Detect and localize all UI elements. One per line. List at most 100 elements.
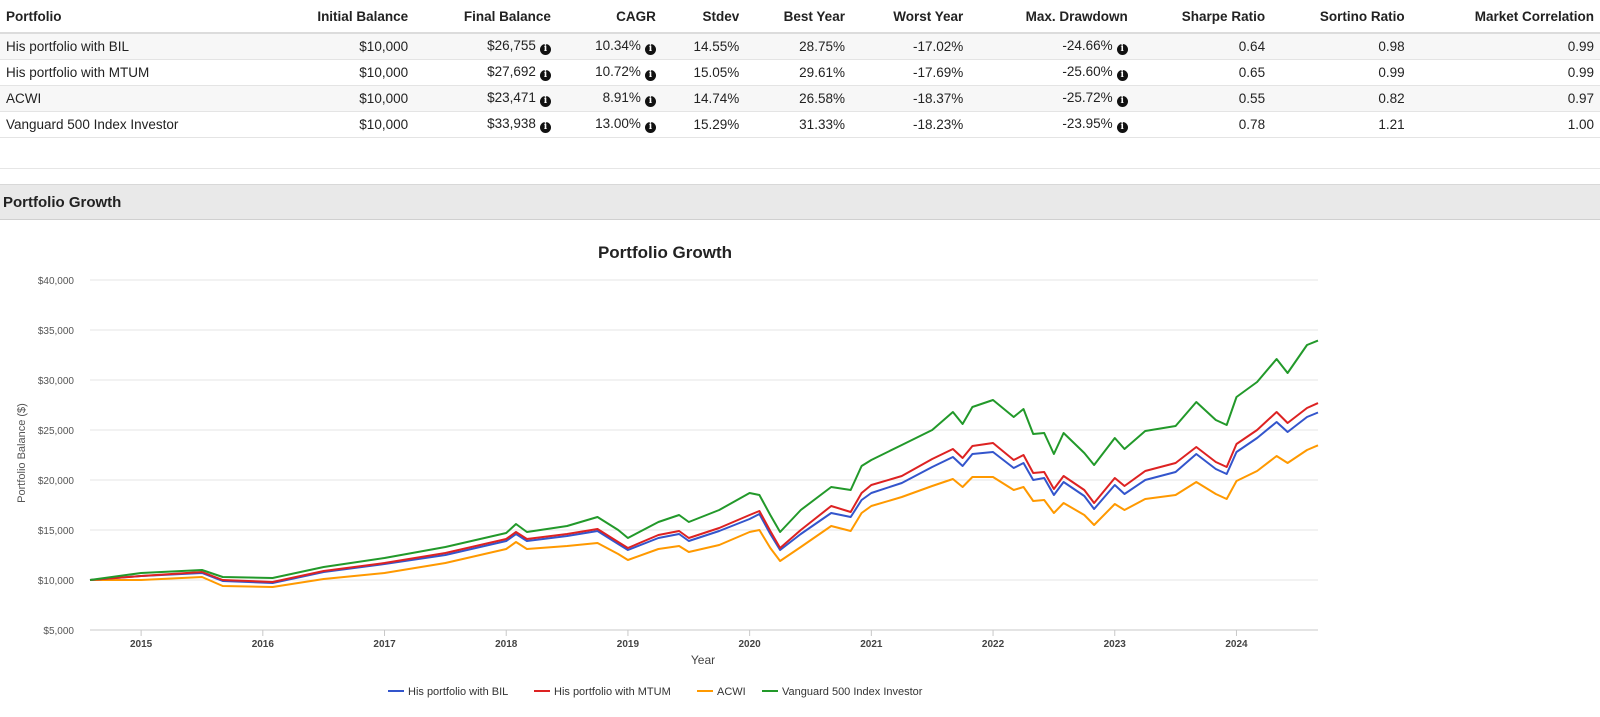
col-header-initial-balance[interactable]: Initial Balance: [265, 0, 415, 34]
info-icon[interactable]: i: [539, 96, 551, 107]
chart-title: Portfolio Growth: [598, 243, 732, 262]
divider: [0, 168, 1600, 169]
cell-stdev: 15.29%: [661, 111, 746, 138]
col-header-final-balance[interactable]: Final Balance: [414, 0, 557, 34]
cell-sortino-ratio: 1.21: [1271, 111, 1411, 138]
cell-cagr: 10.34% i: [556, 33, 662, 60]
col-header-cagr[interactable]: CAGR: [556, 0, 662, 34]
cell-stdev: 14.74%: [661, 85, 746, 112]
cell-sortino-ratio: 0.98: [1271, 33, 1411, 60]
x-tick-label: 2020: [739, 639, 762, 650]
cell-final-balance: $23,471 i: [414, 85, 557, 112]
cell-best-year: 26.58%: [745, 85, 851, 112]
x-tick-label: 2018: [495, 639, 518, 650]
final-balance-value: $26,755: [487, 38, 536, 53]
cell-max-drawdown: -24.66% i: [969, 33, 1134, 60]
cell-worst-year: -18.23%: [850, 111, 970, 138]
y-tick-label: $10,000: [38, 576, 75, 587]
legend-item[interactable]: ACWI: [717, 686, 746, 698]
series-line[interactable]: [89, 339, 1319, 581]
cagr-value: 10.34%: [595, 38, 641, 53]
x-tick-label: 2023: [1104, 639, 1127, 650]
chart-series: [89, 339, 1319, 588]
x-tick-label: 2019: [617, 639, 640, 650]
info-icon[interactable]: i: [539, 44, 551, 55]
col-header-worst-year[interactable]: Worst Year: [850, 0, 970, 34]
y-tick-label: $30,000: [38, 376, 75, 387]
cell-worst-year: -17.02%: [850, 33, 970, 60]
series-line[interactable]: [90, 444, 1319, 588]
cell-best-year: 31.33%: [745, 111, 851, 138]
col-header-portfolio[interactable]: Portfolio: [0, 0, 266, 34]
x-axis-label: Year: [691, 653, 715, 667]
y-tick-label: $15,000: [38, 526, 75, 537]
chart-grid: [90, 279, 1318, 631]
cell-market-correlation: 0.99: [1410, 59, 1600, 86]
x-tick-label: 2021: [860, 639, 883, 650]
cell-sharpe-ratio: 0.64: [1133, 33, 1272, 60]
col-header-stdev[interactable]: Stdev: [661, 0, 746, 34]
cell-max-drawdown: -23.95% i: [969, 111, 1134, 138]
y-tick-label: $20,000: [38, 476, 75, 487]
cell-initial-balance: $10,000: [265, 85, 415, 112]
cagr-value: 10.72%: [595, 64, 641, 79]
cell-sortino-ratio: 0.82: [1271, 85, 1411, 112]
y-axis-label: Portfolio Balance ($): [16, 403, 28, 503]
info-icon[interactable]: i: [539, 122, 551, 133]
x-tick-label: 2016: [252, 639, 275, 650]
cell-cagr: 13.00% i: [556, 111, 662, 138]
legend-item[interactable]: His portfolio with BIL: [408, 686, 508, 698]
cell-final-balance: $26,755 i: [414, 33, 557, 60]
section-title: Portfolio Growth: [3, 194, 122, 211]
y-tick-label: $25,000: [38, 426, 75, 437]
x-tick-label: 2022: [982, 639, 1005, 650]
cell-final-balance: $33,938 i: [414, 111, 557, 138]
table-row: His portfolio with MTUM $10,000 $27,692 i…: [0, 59, 1600, 86]
col-header-market-correlation[interactable]: Market Correlation: [1410, 0, 1600, 34]
cell-portfolio: His portfolio with MTUM: [0, 59, 266, 86]
series-line[interactable]: [89, 402, 1319, 583]
max-drawdown-value: -24.66%: [1062, 38, 1113, 53]
info-icon[interactable]: i: [1116, 122, 1128, 133]
y-axis-ticks: $5,000 $10,000 $15,000 $20,000 $25,000 $30,00…: [38, 276, 75, 637]
cell-sharpe-ratio: 0.55: [1133, 85, 1272, 112]
cell-sharpe-ratio: 0.78: [1133, 111, 1272, 138]
cell-portfolio: ACWI: [0, 85, 266, 112]
cell-max-drawdown: -25.72% i: [969, 85, 1134, 112]
x-axis-ticks: 2015 2016 2017 2018 2019 2020 2021 2022 2023 2024: [130, 630, 1248, 650]
col-header-sharpe-ratio[interactable]: Sharpe Ratio: [1133, 0, 1272, 34]
info-icon[interactable]: i: [644, 70, 656, 81]
info-icon[interactable]: i: [644, 44, 656, 55]
legend-item[interactable]: His portfolio with MTUM: [554, 686, 671, 698]
cell-worst-year: -18.37%: [850, 85, 970, 112]
x-tick-label: 2017: [373, 639, 396, 650]
info-icon[interactable]: i: [644, 122, 656, 133]
cell-market-correlation: 0.99: [1410, 33, 1600, 60]
y-tick-label: $35,000: [38, 326, 75, 337]
col-header-max-drawdown[interactable]: Max. Drawdown: [969, 0, 1134, 34]
cagr-value: 13.00%: [595, 116, 641, 131]
series-line[interactable]: [89, 411, 1319, 584]
info-icon[interactable]: i: [1116, 44, 1128, 55]
col-header-best-year[interactable]: Best Year: [745, 0, 851, 34]
info-icon[interactable]: i: [1116, 70, 1128, 81]
cell-initial-balance: $10,000: [265, 111, 415, 138]
cell-best-year: 28.75%: [745, 33, 851, 60]
y-tick-label: $5,000: [43, 626, 74, 637]
cagr-value: 8.91%: [602, 90, 641, 105]
section-header: Portfolio Growth: [0, 184, 1600, 220]
info-icon[interactable]: i: [1116, 96, 1128, 107]
legend-item[interactable]: Vanguard 500 Index Investor: [782, 686, 923, 698]
cell-market-correlation: 0.97: [1410, 85, 1600, 112]
info-icon[interactable]: i: [644, 96, 656, 107]
info-icon[interactable]: i: [539, 70, 551, 81]
table-header-row: Portfolio Initial Balance Final Balance …: [0, 0, 1600, 34]
max-drawdown-value: -23.95%: [1062, 116, 1113, 131]
cell-stdev: 15.05%: [661, 59, 746, 86]
col-header-sortino-ratio[interactable]: Sortino Ratio: [1271, 0, 1411, 34]
cell-sharpe-ratio: 0.65: [1133, 59, 1272, 86]
table-row: ACWI $10,000 $23,471 i 8.91% i 14.74% 26.5…: [0, 85, 1600, 112]
final-balance-value: $27,692: [487, 64, 536, 79]
cell-final-balance: $27,692 i: [414, 59, 557, 86]
y-tick-label: $40,000: [38, 276, 75, 287]
